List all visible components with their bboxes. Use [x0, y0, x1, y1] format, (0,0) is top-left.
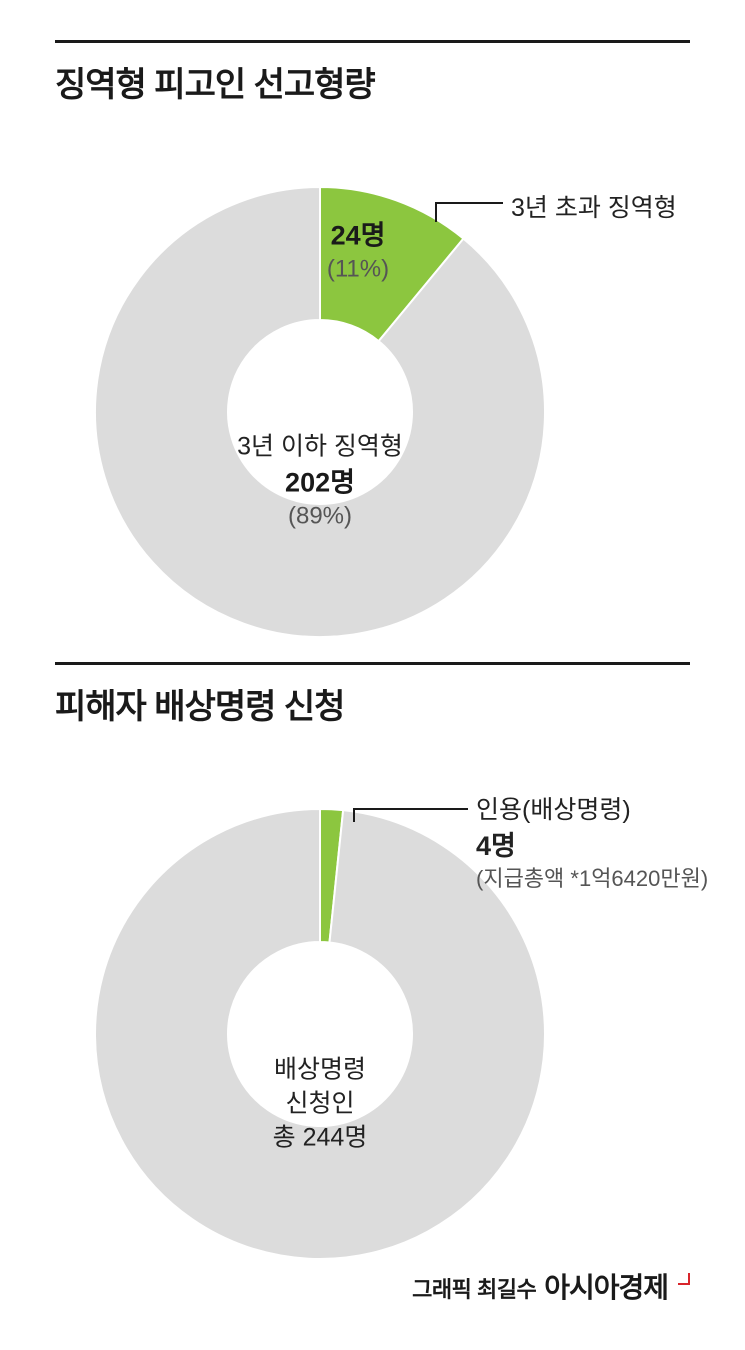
chart2-wrap: 인용(배상명령) 4명 (지급총액 *1억6420만원) 배상명령 신청인 총 … [55, 734, 690, 1254]
chart1-rest-label: 3년 이하 징역형 202명 (89%) [237, 431, 403, 534]
chart1-highlight-value: 24명 [327, 218, 389, 254]
chart2-center-line1: 배상명령 [273, 1053, 368, 1087]
chart1-highlight-pct: (11%) [327, 254, 389, 286]
chart2-callout-line1: 인용(배상명령) [476, 794, 708, 828]
chart1-callout-vline [435, 202, 437, 222]
title-2: 피해자 배상명령 신청 [55, 679, 690, 728]
chart1-rest-line1: 3년 이하 징역형 [237, 431, 403, 465]
footer: 그래픽 최길수 아시아경제 [412, 1266, 690, 1306]
title-1: 징역형 피고인 선고형량 [55, 57, 690, 106]
chart1-highlight-label: 24명 (11%) [327, 218, 389, 287]
footer-brand: 아시아경제 [544, 1266, 668, 1306]
chart1-callout-text: 3년 초과 징역형 [511, 188, 677, 224]
chart2-callout-hline [353, 808, 468, 810]
section-sentencing: 징역형 피고인 선고형량 3년 초과 징역형 24명 (11%) 3년 이하 징… [55, 40, 690, 632]
chart2-center-label: 배상명령 신청인 총 244명 [273, 1053, 368, 1154]
page: 징역형 피고인 선고형량 3년 초과 징역형 24명 (11%) 3년 이하 징… [0, 0, 745, 1254]
chart1-callout-hline [435, 202, 503, 204]
chart1-wrap: 3년 초과 징역형 24명 (11%) 3년 이하 징역형 202명 (89%) [55, 112, 690, 632]
footer-credit: 그래픽 최길수 [412, 1272, 536, 1304]
chart1-callout-label: 3년 초과 징역형 [511, 194, 677, 222]
chart2-callout-vline [353, 808, 355, 822]
chart2-center-line3: 총 244명 [273, 1121, 368, 1155]
chart2-callout-line3: (지급총액 *1억6420만원) [476, 864, 708, 894]
brand-mark-icon [678, 1273, 690, 1285]
rule-top-2 [55, 662, 690, 665]
chart1-rest-line2: 202명 [237, 464, 403, 500]
chart2-callout-text: 인용(배상명령) 4명 (지급총액 *1억6420만원) [476, 794, 708, 894]
chart2-center-line2: 신청인 [273, 1087, 368, 1121]
chart1-rest-line3: (89%) [237, 501, 403, 533]
rule-top-1 [55, 40, 690, 43]
chart2-callout-line2: 4명 [476, 828, 708, 864]
section-compensation: 피해자 배상명령 신청 인용(배상명령) 4명 (지급총액 *1억6420만원)… [55, 662, 690, 1254]
